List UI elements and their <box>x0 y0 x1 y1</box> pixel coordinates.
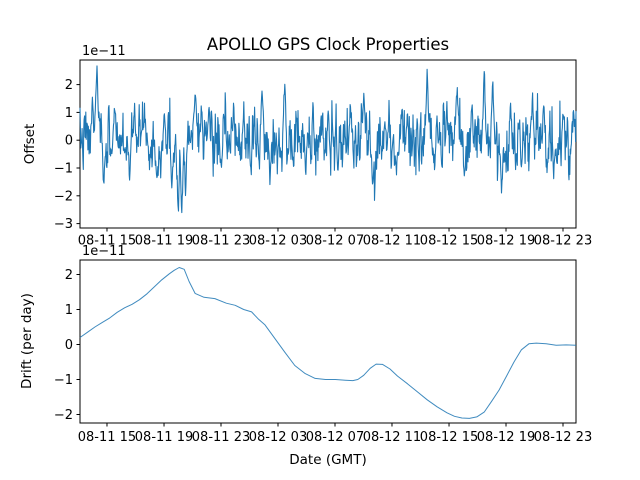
offset-series-line <box>79 65 577 214</box>
drift-series-line <box>79 267 577 419</box>
y-tick-label: 0 <box>65 134 73 149</box>
y-tick-label: −3 <box>54 217 73 232</box>
offset-scale-text: 1e−11 <box>82 44 126 59</box>
offset-ylabel: Offset <box>22 124 38 165</box>
y-tick-label: 1 <box>65 303 73 318</box>
x-tick-label: 08-12 15 <box>420 430 478 445</box>
x-tick-label: 08-12 11 <box>363 234 421 249</box>
x-tick-label: 08-11 23 <box>192 430 250 445</box>
axes-spine <box>79 259 577 424</box>
x-tick-label: 08-11 15 <box>78 234 136 249</box>
x-tick-label: 08-12 19 <box>477 234 535 249</box>
drift-ylabel: Drift (per day) <box>19 293 35 389</box>
x-tick-label: 08-12 23 <box>534 430 592 445</box>
x-tick-label: 08-12 03 <box>249 234 307 249</box>
drift-scale-text: 1e−11 <box>82 244 126 259</box>
x-tick-label: 08-11 15 <box>78 430 136 445</box>
x-tick-label: 08-11 23 <box>192 234 250 249</box>
y-tick-label: −2 <box>54 408 73 423</box>
axes-spine <box>79 59 577 229</box>
x-tick-label: 08-12 19 <box>477 430 535 445</box>
x-tick-label: 08-11 19 <box>135 430 193 445</box>
x-tick-label: 08-12 03 <box>249 430 307 445</box>
y-tick-label: 0 <box>65 338 73 353</box>
x-tick-label: 08-12 23 <box>534 234 592 249</box>
x-tick-label: 08-11 19 <box>135 234 193 249</box>
x-tick-label: 08-12 07 <box>306 430 364 445</box>
date-xlabel: Date (GMT) <box>289 452 366 468</box>
y-tick-label: −1 <box>54 373 73 388</box>
y-tick-label: −1 <box>54 162 73 177</box>
y-tick-label: 2 <box>65 268 73 283</box>
x-tick-label: 08-12 07 <box>306 234 364 249</box>
x-tick-label: 08-12 15 <box>420 234 478 249</box>
plot-title: APOLLO GPS Clock Properties <box>207 35 449 54</box>
y-tick-label: 2 <box>65 78 73 93</box>
y-tick-label: −2 <box>54 189 73 204</box>
x-tick-label: 08-12 11 <box>363 430 421 445</box>
y-tick-label: 1 <box>65 106 73 121</box>
